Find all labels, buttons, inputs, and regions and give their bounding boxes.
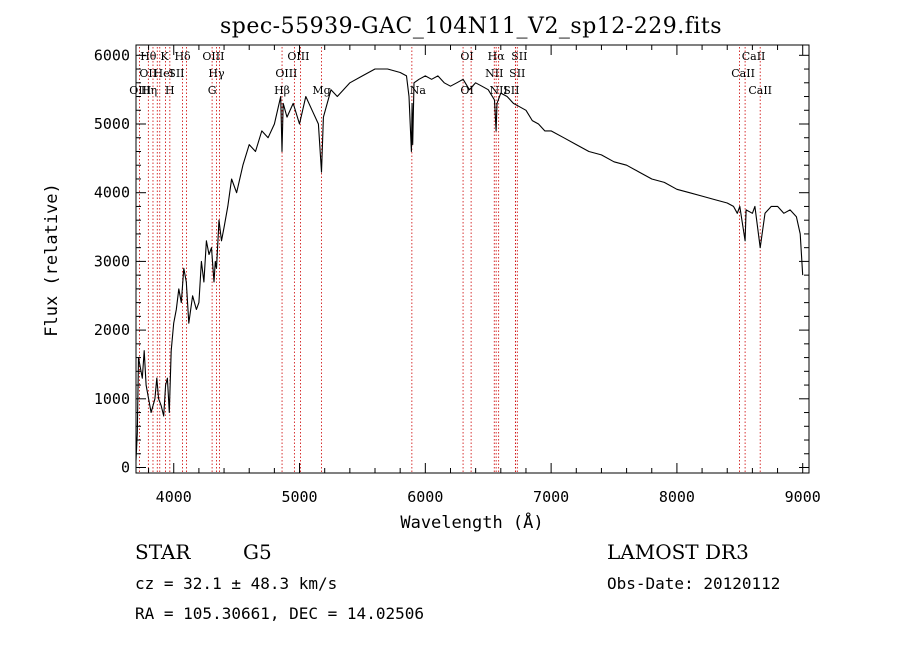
spectral-line-label: H bbox=[165, 84, 175, 97]
y-axis-label: Flux (relative) bbox=[42, 183, 62, 337]
spectral-line-label: Mg bbox=[312, 84, 330, 97]
chart-title: spec-55939-GAC_104N11_V2_sp12-229.fits bbox=[220, 14, 722, 39]
spectral-line-label: NII bbox=[485, 67, 503, 80]
y-tick-label: 0 bbox=[121, 459, 130, 477]
x-tick-label: 8000 bbox=[659, 488, 695, 506]
x-axis-label: Wavelength (Å) bbox=[400, 511, 543, 533]
spectral-line-label: HeI bbox=[154, 67, 174, 80]
spectral-line-label: Hβ bbox=[274, 84, 290, 97]
coordinates: RA = 105.30661, DEC = 14.02506 bbox=[135, 604, 424, 623]
spectral-line-label: Hγ bbox=[208, 67, 225, 80]
y-tick-label: 6000 bbox=[94, 46, 130, 64]
spectral-line-label: OIII bbox=[129, 84, 151, 97]
spectral-line-label: OI bbox=[460, 50, 473, 63]
x-tick-label: 7000 bbox=[533, 488, 569, 506]
y-tick-label: 4000 bbox=[94, 184, 130, 202]
y-tick-label: 3000 bbox=[94, 252, 130, 270]
spectral-line-label: Hη bbox=[141, 84, 157, 97]
spectral-line-label: CaII bbox=[748, 84, 772, 97]
plot-frame bbox=[135, 44, 810, 474]
x-tick-label: 9000 bbox=[785, 488, 821, 506]
spectral-line-label: OIII bbox=[275, 67, 297, 80]
y-tick-label: 2000 bbox=[94, 321, 130, 339]
spectral-line-label: G bbox=[208, 84, 217, 97]
spectral-line-label: OI bbox=[460, 84, 473, 97]
spectral-line-label: Hθ bbox=[140, 50, 157, 63]
spectral-line-label: Hα bbox=[488, 50, 506, 63]
plot-area bbox=[135, 68, 804, 461]
obs-date: Obs-Date: 20120112 bbox=[607, 574, 780, 593]
survey-name: LAMOST DR3 bbox=[607, 540, 749, 564]
spectral-line-label: Na bbox=[410, 84, 427, 97]
y-tick-label: 5000 bbox=[94, 115, 130, 133]
object-class: STAR bbox=[135, 540, 191, 564]
x-axis: 4000 5000 6000 7000 8000 9000 bbox=[148, 45, 821, 506]
subclass: G5 bbox=[243, 540, 272, 564]
spectral-line-label: K bbox=[160, 50, 169, 63]
spectral-line-label: SII bbox=[168, 67, 184, 80]
x-tick-label: 6000 bbox=[407, 488, 443, 506]
spectral-line-label: OIII bbox=[202, 50, 224, 63]
spectral-line-label: Hδ bbox=[174, 50, 191, 63]
spectral-line-label: SII bbox=[509, 67, 525, 80]
spectral-line-label: SII bbox=[503, 84, 519, 97]
spectral-line-label: CaII bbox=[742, 50, 766, 63]
spectrum-line bbox=[135, 68, 804, 461]
spectral-line-label: OII bbox=[139, 67, 157, 80]
x-tick-label: 4000 bbox=[156, 488, 192, 506]
spectral-line-label: CaII bbox=[731, 67, 755, 80]
x-tick-label: 5000 bbox=[281, 488, 317, 506]
redshift-text: cz = 32.1 ± 48.3 km/s bbox=[135, 574, 337, 593]
y-axis: 0 1000 2000 3000 4000 5000 6000 bbox=[94, 46, 809, 477]
spectral-line-label: SII bbox=[511, 50, 527, 63]
spectral-line-label: NII bbox=[490, 84, 508, 97]
spectral-line-label: OIII bbox=[287, 50, 309, 63]
y-tick-label: 1000 bbox=[94, 390, 130, 408]
